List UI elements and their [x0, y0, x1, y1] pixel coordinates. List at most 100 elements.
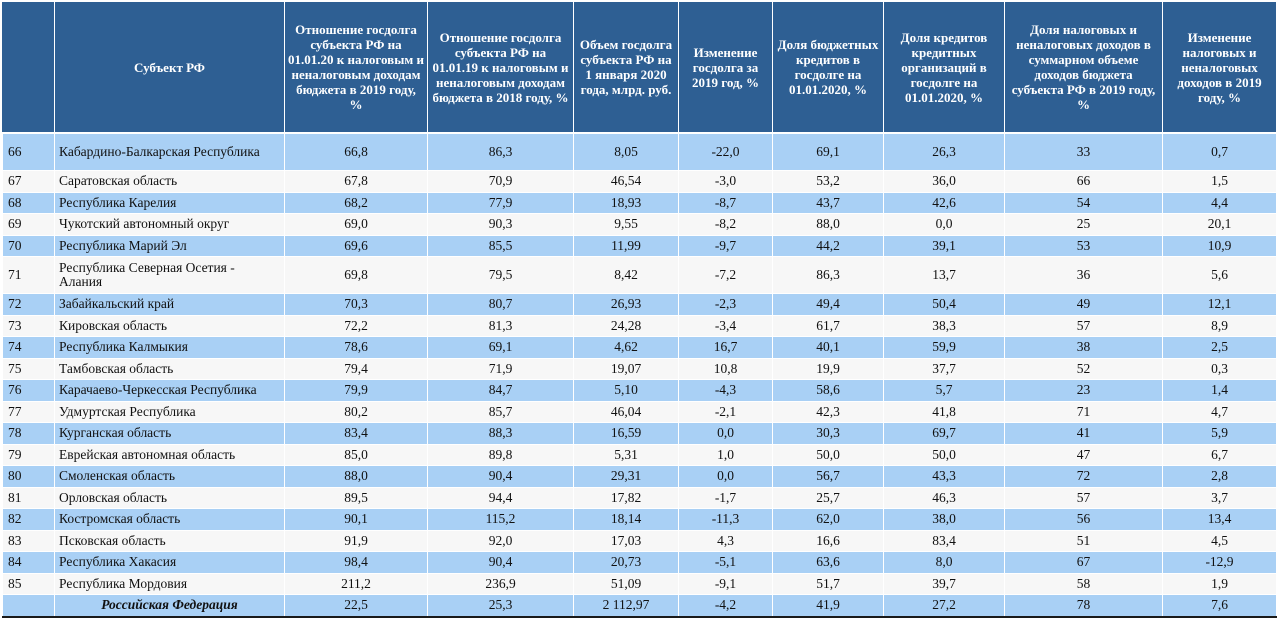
value-cell-8: 41	[1004, 422, 1163, 445]
value-cell-3: 88,3	[427, 422, 574, 445]
value-cell-2: 72,2	[284, 314, 428, 337]
value-cell-7: 43,3	[883, 465, 1005, 488]
value-cell-6: 43,7	[772, 191, 884, 214]
row-number: 72	[2, 293, 55, 316]
value-cell-3: 90,3	[427, 213, 574, 236]
value-cell-7: 38,0	[883, 508, 1005, 531]
value-cell-2: 88,0	[284, 465, 428, 488]
header-cell-5: Изменение госдолга за 2019 год, %	[678, 2, 773, 134]
value-cell-4: 18,93	[573, 191, 679, 214]
value-cell-2: 79,4	[284, 357, 428, 380]
value-cell-3: 25,3	[427, 594, 574, 618]
value-cell-3: 85,5	[427, 234, 574, 257]
value-cell-5: 10,8	[678, 357, 773, 380]
value-cell-3: 90,4	[427, 551, 574, 574]
value-cell-9: -12,9	[1162, 551, 1277, 574]
subject-name: Курганская область	[54, 422, 285, 445]
value-cell-8: 52	[1004, 357, 1163, 380]
value-cell-3: 81,3	[427, 314, 574, 337]
value-cell-4: 8,05	[573, 132, 679, 171]
value-cell-8: 66	[1004, 170, 1163, 193]
subject-name: Забайкальский край	[54, 293, 285, 316]
value-cell-2: 68,2	[284, 191, 428, 214]
value-cell-6: 30,3	[772, 422, 884, 445]
value-cell-4: 26,93	[573, 293, 679, 316]
row-number: 66	[2, 132, 55, 171]
subject-name: Республика Северная Осетия - Алания	[54, 256, 285, 294]
value-cell-5: -5,1	[678, 551, 773, 574]
value-cell-5: -4,2	[678, 594, 773, 618]
subject-name: Республика Калмыкия	[54, 336, 285, 359]
regional-debt-table: Субъект РФ Отношение госдолга субъекта РФ…	[2, 2, 1277, 618]
value-cell-2: 78,6	[284, 336, 428, 359]
value-cell-4: 8,42	[573, 256, 679, 294]
value-cell-7: 46,3	[883, 486, 1005, 509]
value-cell-3: 70,9	[427, 170, 574, 193]
value-cell-8: 38	[1004, 336, 1163, 359]
row-number: 79	[2, 443, 55, 466]
value-cell-2: 69,0	[284, 213, 428, 236]
value-cell-2: 80,2	[284, 400, 428, 423]
subject-name: Удмуртская Республика	[54, 400, 285, 423]
value-cell-6: 88,0	[772, 213, 884, 236]
value-cell-5: -2,3	[678, 293, 773, 316]
value-cell-9: 5,9	[1162, 422, 1277, 445]
value-cell-3: 90,4	[427, 465, 574, 488]
value-cell-9: 4,5	[1162, 529, 1277, 552]
value-cell-9: 4,4	[1162, 191, 1277, 214]
value-cell-6: 41,9	[772, 594, 884, 618]
value-cell-7: 38,3	[883, 314, 1005, 337]
row-number: 70	[2, 234, 55, 257]
value-cell-2: 83,4	[284, 422, 428, 445]
table-body: 66 Кабардино-Балкарская Республика 66,8 86,…	[2, 132, 1277, 618]
table-header: Субъект РФ Отношение госдолга субъекта РФ…	[2, 2, 1277, 134]
value-cell-8: 23	[1004, 379, 1163, 402]
table-row: 85 Республика Мордовия 211,2 236,9 51,09 -9,1…	[2, 572, 1277, 595]
value-cell-5: -8,7	[678, 191, 773, 214]
value-cell-7: 26,3	[883, 132, 1005, 171]
value-cell-2: 69,8	[284, 256, 428, 294]
row-number: 83	[2, 529, 55, 552]
value-cell-8: 72	[1004, 465, 1163, 488]
value-cell-3: 92,0	[427, 529, 574, 552]
value-cell-5: 16,7	[678, 336, 773, 359]
value-cell-7: 50,4	[883, 293, 1005, 316]
value-cell-8: 57	[1004, 486, 1163, 509]
value-cell-4: 17,82	[573, 486, 679, 509]
value-cell-5: -3,4	[678, 314, 773, 337]
table-row: 78 Курганская область 83,4 88,3 16,59 0,0 30,3…	[2, 422, 1277, 445]
subject-name: Кировская область	[54, 314, 285, 337]
value-cell-2: 69,6	[284, 234, 428, 257]
value-cell-7: 0,0	[883, 213, 1005, 236]
subject-name: Костромская область	[54, 508, 285, 531]
value-cell-9: 3,7	[1162, 486, 1277, 509]
value-cell-8: 25	[1004, 213, 1163, 236]
subject-name: Российская Федерация	[54, 594, 285, 618]
value-cell-6: 62,0	[772, 508, 884, 531]
value-cell-2: 79,9	[284, 379, 428, 402]
value-cell-9: 0,3	[1162, 357, 1277, 380]
value-cell-7: 83,4	[883, 529, 1005, 552]
header-cell-8: Доля налоговых и неналоговых доходов в с…	[1004, 2, 1163, 134]
value-cell-3: 80,7	[427, 293, 574, 316]
value-cell-5: -11,3	[678, 508, 773, 531]
value-cell-4: 29,31	[573, 465, 679, 488]
value-cell-8: 49	[1004, 293, 1163, 316]
subject-name: Кабардино-Балкарская Республика	[54, 132, 285, 171]
value-cell-2: 211,2	[284, 572, 428, 595]
header-row: Субъект РФ Отношение госдолга субъекта РФ…	[2, 2, 1277, 134]
row-number: 69	[2, 213, 55, 236]
value-cell-3: 94,4	[427, 486, 574, 509]
value-cell-7: 50,0	[883, 443, 1005, 466]
value-cell-5: 0,0	[678, 465, 773, 488]
value-cell-4: 46,04	[573, 400, 679, 423]
row-number: 82	[2, 508, 55, 531]
value-cell-6: 61,7	[772, 314, 884, 337]
value-cell-7: 59,9	[883, 336, 1005, 359]
value-cell-3: 71,9	[427, 357, 574, 380]
row-number: 78	[2, 422, 55, 445]
table-row: 79 Еврейская автономная область 85,0 89,8 5,…	[2, 443, 1277, 466]
value-cell-8: 67	[1004, 551, 1163, 574]
value-cell-4: 24,28	[573, 314, 679, 337]
value-cell-2: 89,5	[284, 486, 428, 509]
